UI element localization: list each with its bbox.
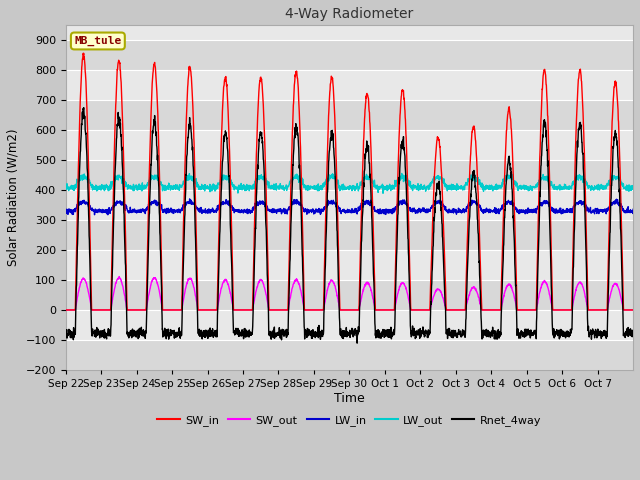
Bar (66, 280, 633, 310)
Title: 4-Way Radiometer: 4-Way Radiometer (285, 7, 413, 21)
X-axis label: Time: Time (334, 392, 365, 405)
Bar (66, 250, 633, 280)
Bar (66, 160, 633, 190)
Y-axis label: Solar Radiation (W/m2): Solar Radiation (W/m2) (7, 129, 20, 266)
Bar (66, 70, 633, 100)
Bar (66, 40, 633, 70)
Legend: SW_in, SW_out, LW_in, LW_out, Rnet_4way: SW_in, SW_out, LW_in, LW_out, Rnet_4way (153, 410, 546, 430)
Bar (66, 220, 633, 250)
Bar (66, 100, 633, 130)
Text: MB_tule: MB_tule (74, 36, 122, 46)
Bar (66, 340, 633, 370)
Bar (66, 190, 633, 220)
Bar (66, 310, 633, 340)
Bar (66, 130, 633, 160)
